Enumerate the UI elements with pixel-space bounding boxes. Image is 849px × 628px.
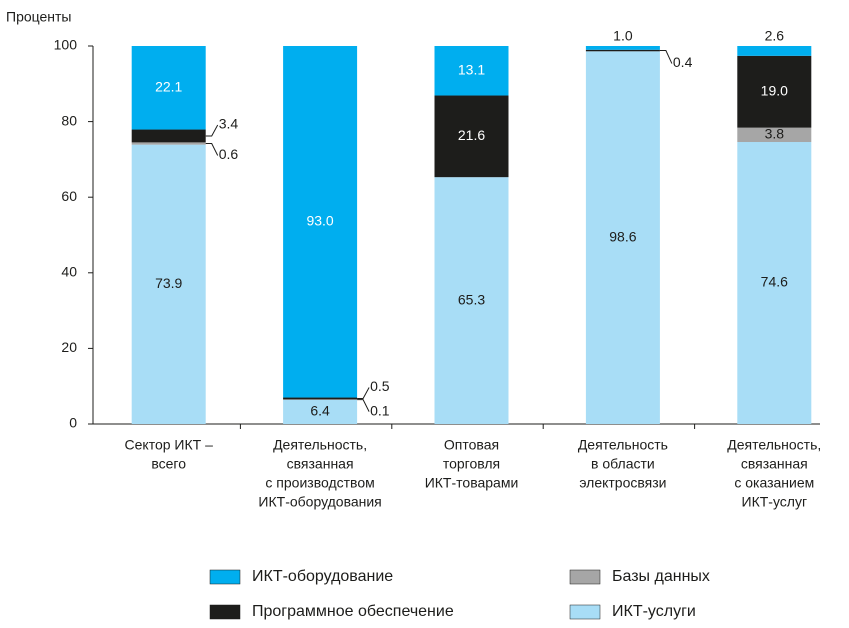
value-label: 0.1 — [370, 402, 390, 418]
legend-label: Программное обеспечение — [252, 603, 454, 620]
value-label: 93.0 — [306, 212, 333, 228]
y-tick-label: 100 — [54, 37, 78, 53]
x-tick-label: связанная — [287, 456, 354, 472]
x-tick-label: ИКТ-услуг — [742, 494, 808, 510]
value-label: 0.4 — [673, 54, 693, 70]
value-label: 98.6 — [609, 228, 636, 244]
y-tick-label: 60 — [61, 188, 77, 204]
x-tick-label: Деятельность, — [273, 437, 367, 453]
y-tick-label: 20 — [61, 339, 77, 355]
legend-swatch — [209, 569, 241, 585]
x-tick-label: всего — [151, 456, 186, 472]
x-tick-label: Сектор ИКТ – — [125, 437, 214, 453]
bar-segment — [283, 46, 358, 398]
leader-line — [659, 50, 673, 64]
bar-segment — [737, 142, 812, 424]
legend-label: Базы данных — [612, 568, 710, 585]
x-tick-label: с производством — [265, 475, 374, 491]
value-label: 13.1 — [458, 61, 485, 77]
x-tick-label: торговля — [443, 456, 500, 472]
bar-segment — [585, 49, 660, 52]
bar-segment — [131, 129, 206, 143]
value-label: 73.9 — [155, 275, 182, 291]
bar-segment — [434, 46, 509, 96]
value-label: 1.0 — [613, 28, 633, 44]
value-label: 21.6 — [458, 127, 485, 143]
x-tick-label: ИКТ-оборудования — [258, 494, 381, 510]
legend-label: ИКТ-услуги — [612, 603, 696, 620]
x-tick-label: Деятельность, — [727, 437, 821, 453]
x-tick-label: связанная — [741, 456, 808, 472]
value-label: 3.8 — [765, 126, 785, 142]
leader-line — [205, 124, 219, 137]
bar-segment — [585, 46, 660, 50]
legend-swatch — [569, 569, 601, 585]
legend-swatch — [569, 604, 601, 620]
y-axis-label: Проценты — [6, 9, 72, 25]
y-tick-label: 80 — [61, 112, 77, 128]
bar-segment — [737, 46, 812, 56]
bar-segment — [131, 144, 206, 424]
leader-line — [205, 143, 219, 156]
x-tick-label: электросвязи — [579, 475, 666, 491]
x-tick-label: Оптовая — [444, 437, 499, 453]
legend-label: ИКТ-оборудование — [252, 568, 393, 585]
value-label: 3.4 — [219, 116, 239, 132]
value-label: 0.6 — [219, 146, 239, 162]
bar-segment — [131, 142, 206, 145]
leader-line — [357, 399, 370, 412]
x-tick-label: с оказанием — [734, 475, 814, 491]
value-label: 22.1 — [155, 78, 182, 94]
value-label: 6.4 — [310, 403, 330, 419]
legend-swatch — [209, 604, 241, 620]
value-label: 65.3 — [458, 291, 485, 307]
value-label: 2.6 — [765, 28, 785, 44]
bar-segment — [283, 399, 358, 424]
bar-segment — [737, 55, 812, 128]
value-label: 0.5 — [370, 378, 390, 394]
x-tick-label: в области — [591, 456, 655, 472]
bar-segment — [434, 177, 509, 424]
bar-segment — [585, 51, 660, 425]
y-tick-label: 0 — [69, 415, 77, 431]
value-label: 19.0 — [761, 82, 788, 98]
y-tick-label: 40 — [61, 264, 77, 280]
bar-segment — [434, 95, 509, 178]
x-tick-label: Деятельность — [578, 437, 668, 453]
value-label: 74.6 — [761, 274, 788, 290]
x-tick-label: ИКТ-товарами — [425, 475, 519, 491]
bar-segment — [131, 46, 206, 130]
bar-segment — [737, 127, 812, 143]
bar-segment — [283, 397, 358, 400]
leader-line — [357, 387, 370, 399]
